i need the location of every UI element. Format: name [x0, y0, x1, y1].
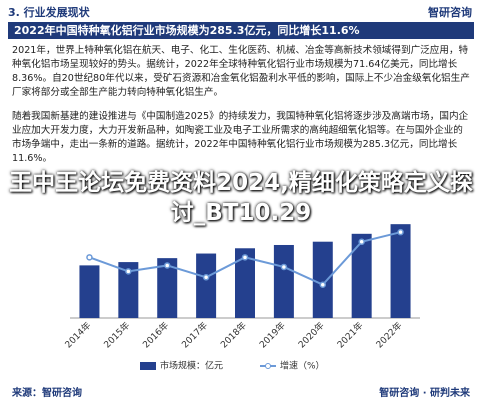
x-tick-label: 2020年: [296, 319, 327, 350]
x-tick-label: 2017年: [179, 319, 210, 350]
bar: [351, 233, 372, 318]
bar: [312, 241, 333, 318]
line-point: [241, 254, 249, 261]
bar: [196, 253, 217, 318]
line-point: [86, 254, 93, 261]
paragraph: 随着我国新基建的建设推进与《中国制造2025》的持续发力，我国特种氧化铝将逐步涉…: [12, 111, 469, 164]
bar: [79, 265, 100, 318]
legend-label: 增速（%）: [280, 360, 325, 372]
footer-brand: 智研咨询 · 研判未来: [379, 388, 470, 399]
legend-label: 市场规模：亿元: [160, 360, 223, 372]
line-point: [280, 263, 288, 271]
line-point: [397, 228, 404, 236]
banner: 2022年中国特种氧化铝行业市场规模为285.3亿元，同比增长11.6%: [8, 22, 474, 39]
bar: [273, 244, 294, 318]
x-tick-label: 2022年: [373, 319, 404, 350]
x-tick-label: 2014年: [62, 319, 93, 350]
bar: [118, 262, 139, 318]
section-title: 3. 行业发展现状: [8, 6, 90, 19]
legend-swatch: [265, 363, 271, 369]
bar: [390, 224, 411, 318]
bar: [235, 248, 255, 318]
x-tick-label: 2018年: [218, 319, 249, 350]
line-point: [319, 281, 327, 288]
x-tick-label: 2019年: [257, 319, 288, 350]
logo: 智研咨询: [428, 6, 472, 19]
x-tick-label: 2015年: [101, 319, 132, 350]
x-tick-label: 2016年: [140, 319, 171, 350]
footer-source: 来源：智研咨询: [12, 388, 82, 399]
bar: [157, 258, 178, 318]
overlay-title: 王中王论坛免费资料2024,精细化策略定义探讨_BT10.29: [9, 170, 473, 226]
line-point: [125, 268, 132, 275]
paragraph: 2021年，世界上特种氧化铝在航天、电子、化工、生化医药、机械、冶金等高新技术领…: [12, 45, 470, 98]
line-point: [202, 274, 210, 281]
x-tick-label: 2021年: [335, 319, 366, 350]
legend-swatch: [140, 362, 156, 370]
line-point: [358, 238, 365, 246]
line-point: [163, 262, 171, 269]
